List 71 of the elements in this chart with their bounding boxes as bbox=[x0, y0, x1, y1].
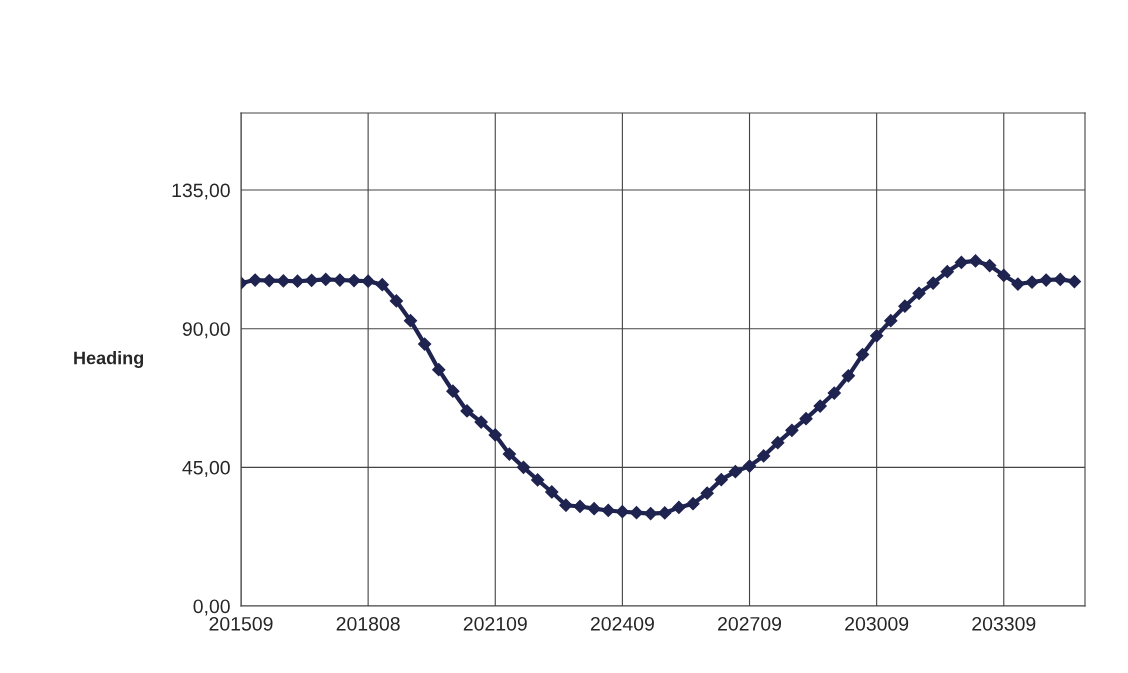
point bbox=[658, 506, 672, 520]
point bbox=[926, 276, 940, 290]
point bbox=[686, 497, 700, 511]
point bbox=[276, 274, 290, 288]
point bbox=[799, 412, 813, 426]
point bbox=[728, 465, 742, 479]
point bbox=[432, 363, 446, 377]
point bbox=[333, 273, 347, 287]
y-tick-label: 90,00 bbox=[182, 322, 230, 339]
point bbox=[474, 415, 488, 429]
x-tick-label: 202409 bbox=[590, 616, 654, 631]
point bbox=[644, 506, 658, 521]
point bbox=[672, 500, 686, 514]
point bbox=[855, 347, 870, 362]
point bbox=[771, 436, 785, 450]
y-tick-label: 0,00 bbox=[193, 599, 230, 616]
point bbox=[531, 473, 545, 487]
point bbox=[968, 254, 983, 268]
point bbox=[1025, 275, 1039, 289]
x-tick-label: 202109 bbox=[463, 616, 527, 631]
point bbox=[1067, 274, 1081, 289]
point bbox=[418, 337, 432, 351]
x-tick-label: 202709 bbox=[718, 616, 782, 631]
point bbox=[997, 268, 1011, 282]
point bbox=[954, 255, 968, 270]
point bbox=[940, 265, 954, 279]
y-axis-title: Heading bbox=[74, 351, 144, 368]
x-tick-label: 203309 bbox=[972, 616, 1036, 631]
point bbox=[629, 506, 644, 520]
point bbox=[403, 314, 418, 328]
point bbox=[757, 449, 771, 463]
x-tick-label: 203009 bbox=[845, 616, 909, 631]
point bbox=[1039, 273, 1053, 287]
point bbox=[516, 460, 531, 474]
point bbox=[502, 447, 516, 461]
point bbox=[375, 278, 389, 292]
point bbox=[884, 314, 898, 328]
point bbox=[785, 423, 799, 437]
point bbox=[262, 274, 276, 288]
point bbox=[601, 503, 615, 518]
point bbox=[714, 473, 728, 487]
point bbox=[841, 369, 855, 383]
point bbox=[389, 294, 403, 308]
point bbox=[898, 299, 912, 313]
point bbox=[615, 505, 629, 519]
point bbox=[347, 274, 361, 288]
point bbox=[361, 274, 375, 288]
point bbox=[1053, 272, 1067, 286]
point bbox=[587, 502, 601, 516]
x-tick-label: 201509 bbox=[209, 616, 273, 631]
point bbox=[305, 273, 319, 287]
y-tick-label: 135,00 bbox=[172, 183, 230, 200]
point bbox=[319, 272, 333, 286]
point bbox=[545, 485, 559, 499]
x-tick-label: 201808 bbox=[336, 616, 400, 631]
point bbox=[290, 274, 305, 288]
point bbox=[742, 459, 757, 473]
point bbox=[460, 404, 474, 418]
point bbox=[983, 258, 997, 273]
point bbox=[488, 428, 502, 442]
point bbox=[559, 498, 573, 512]
point bbox=[813, 399, 827, 413]
point bbox=[446, 384, 460, 398]
point bbox=[573, 499, 587, 514]
point bbox=[827, 386, 841, 400]
point bbox=[1011, 277, 1025, 291]
point bbox=[912, 286, 926, 300]
point bbox=[870, 329, 884, 343]
point bbox=[248, 273, 262, 287]
point bbox=[700, 486, 714, 500]
y-tick-label: 45,00 bbox=[182, 460, 230, 477]
